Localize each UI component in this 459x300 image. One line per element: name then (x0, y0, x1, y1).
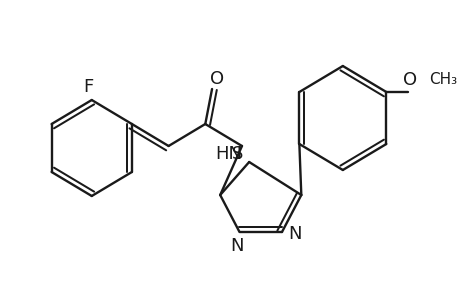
Text: O: O (209, 70, 224, 88)
Text: S: S (231, 145, 243, 163)
Text: HN: HN (214, 145, 241, 163)
Text: N: N (230, 237, 243, 255)
Text: O: O (403, 71, 417, 89)
Text: F: F (84, 78, 94, 96)
Text: N: N (287, 225, 301, 243)
Text: CH₃: CH₃ (428, 73, 456, 88)
